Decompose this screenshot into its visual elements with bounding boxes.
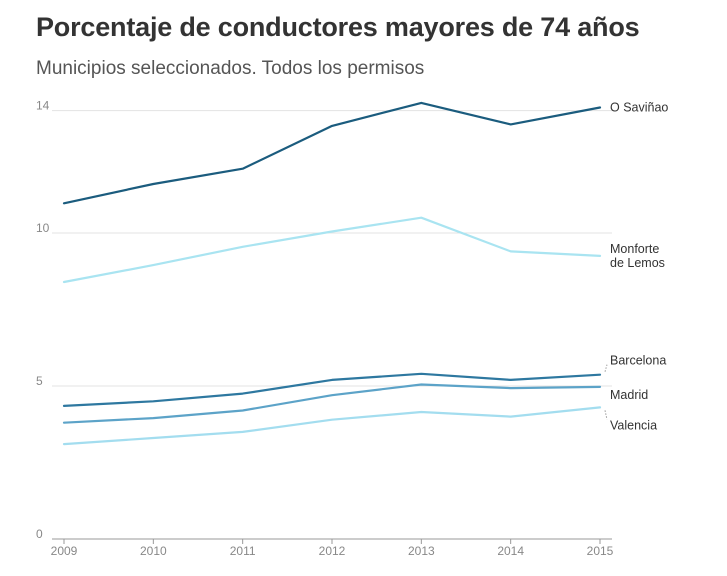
series-label: Barcelona [610, 354, 666, 368]
label-leader-line [604, 410, 608, 420]
y-tick-label: 14 [36, 99, 50, 113]
y-tick-label: 5 [36, 374, 43, 388]
series-line-2 [62, 372, 602, 407]
series-label: Madrid [610, 388, 648, 402]
series-line-0 [62, 101, 602, 205]
x-tick-label: 2010 [140, 544, 167, 558]
chart-subtitle: Municipios seleccionados. Todos los perm… [36, 58, 425, 79]
series-line-1 [62, 216, 602, 284]
y-tick-label: 0 [36, 527, 43, 541]
x-tick-label: 2014 [497, 544, 524, 558]
y-axis-ticks: 0 5 10 14 [36, 99, 50, 541]
label-leader-line [604, 364, 608, 372]
series-label: O Saviñao [610, 101, 668, 115]
series-label: Monforte [610, 242, 659, 256]
series-label: de Lemos [610, 256, 665, 270]
x-tick-label: 2012 [319, 544, 346, 558]
series-line-4 [62, 406, 602, 446]
y-tick-label: 10 [36, 221, 50, 235]
gridlines [52, 110, 612, 387]
x-tick-label: 2009 [51, 544, 78, 558]
series-line-3 [62, 383, 602, 424]
series-label: Valencia [610, 418, 657, 432]
x-axis-ticks: 2009 2010 2011 2012 2013 2014 2015 [51, 539, 614, 558]
x-tick-label: 2011 [230, 544, 256, 558]
chart-title: Porcentaje de conductores mayores de 74 … [36, 12, 640, 42]
x-tick-label: 2015 [587, 544, 614, 558]
series-lines [62, 101, 602, 446]
x-tick-label: 2013 [408, 544, 435, 558]
